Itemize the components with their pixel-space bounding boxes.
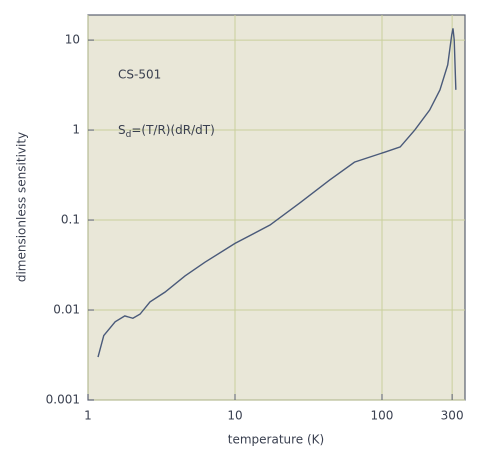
y-tick-label: 10: [65, 33, 80, 47]
formula-sub: d: [126, 130, 132, 140]
sensor-label: CS-501: [118, 68, 161, 82]
x-tick-label: 1: [84, 409, 92, 423]
formula-main: S: [118, 123, 126, 137]
y-tick-label: 0.01: [53, 303, 80, 317]
y-tick-label: 1: [72, 123, 80, 137]
plot-area: [87, 14, 466, 401]
x-tick-label: 300: [441, 409, 464, 423]
x-axis-label: temperature (K): [228, 433, 324, 447]
y-tick-label: 0.001: [46, 393, 80, 407]
x-tick-label: 100: [371, 409, 394, 423]
y-tick-label: 0.1: [61, 213, 80, 227]
formula: Sd=(T/R)(dR/dT): [118, 123, 215, 140]
x-tick-label: 10: [227, 409, 242, 423]
y-axis-label: dimensionless sensitivity: [15, 132, 29, 282]
data-line: [97, 28, 457, 358]
formula-rest: =(T/R)(dR/dT): [131, 123, 214, 137]
